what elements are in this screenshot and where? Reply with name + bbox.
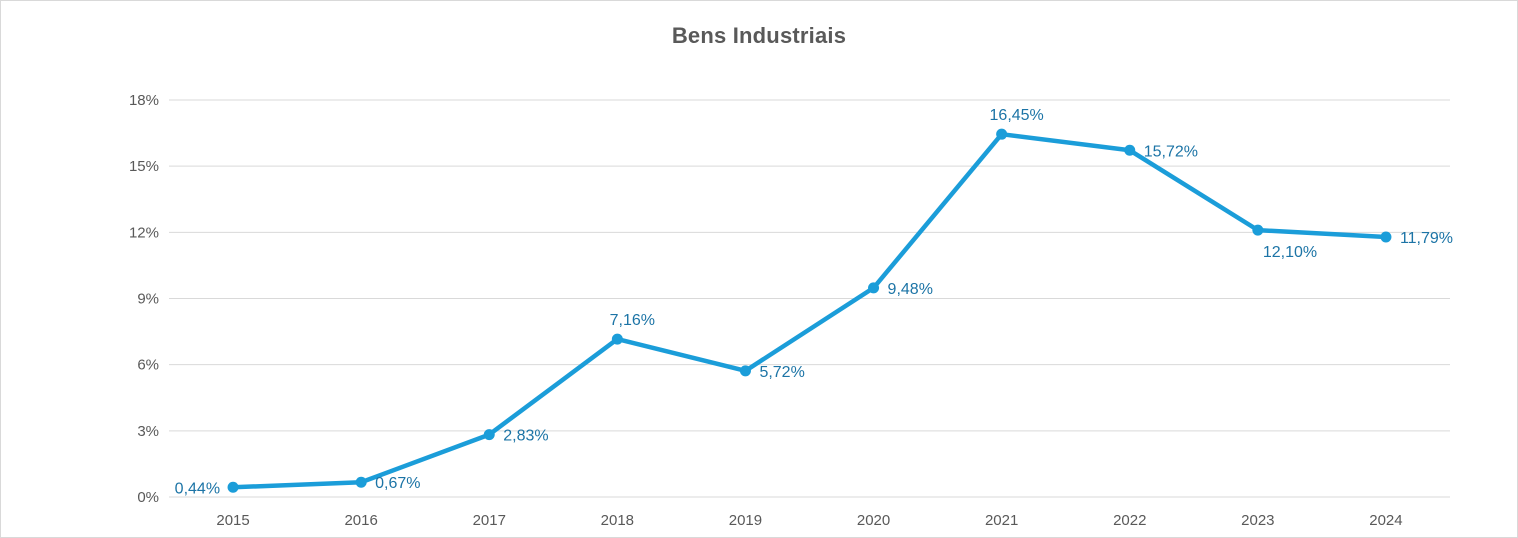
data-point[interactable] <box>739 365 751 377</box>
data-label: 11,79% <box>1400 230 1453 247</box>
x-axis-tick-label: 2024 <box>1369 512 1402 529</box>
data-label: 2,83% <box>503 428 548 445</box>
x-axis-tick-label: 2022 <box>1113 512 1146 529</box>
data-point[interactable] <box>1252 224 1264 236</box>
x-axis-tick-label: 2017 <box>473 512 506 529</box>
series-line <box>230 131 1389 490</box>
y-axis-tick-label: 0% <box>137 489 159 506</box>
y-axis-tick-label: 9% <box>137 291 159 308</box>
x-axis-tick-label: 2020 <box>857 512 890 529</box>
y-axis-tick-label: 12% <box>129 224 159 241</box>
y-axis-tick-label: 6% <box>137 357 159 374</box>
data-label: 12,10% <box>1263 244 1317 261</box>
data-point[interactable] <box>1380 231 1392 243</box>
x-axis-tick-label: 2015 <box>216 512 249 529</box>
data-label: 0,44% <box>175 480 220 497</box>
y-axis-tick-label: 18% <box>129 92 159 109</box>
data-label: 5,72% <box>759 364 804 381</box>
x-axis-tick-label: 2021 <box>985 512 1018 529</box>
data-label: 0,67% <box>375 475 420 492</box>
data-point[interactable] <box>611 333 623 345</box>
data-label: 9,48% <box>888 281 933 298</box>
data-label: 7,16% <box>610 312 655 329</box>
data-point[interactable] <box>996 128 1008 140</box>
data-point[interactable] <box>1124 144 1136 156</box>
x-axis-tick-label: 2019 <box>729 512 762 529</box>
data-point[interactable] <box>483 429 495 441</box>
x-axis-tick-label: 2018 <box>601 512 634 529</box>
data-label: 15,72% <box>1144 143 1198 160</box>
data-point[interactable] <box>868 282 880 294</box>
data-label: 16,45% <box>990 107 1044 124</box>
data-point[interactable] <box>227 481 239 493</box>
x-axis-tick-label: 2016 <box>344 512 377 529</box>
y-axis-tick-label: 3% <box>137 423 159 440</box>
y-axis-tick-label: 15% <box>129 158 159 175</box>
data-point[interactable] <box>355 476 367 488</box>
x-axis-tick-label: 2023 <box>1241 512 1274 529</box>
